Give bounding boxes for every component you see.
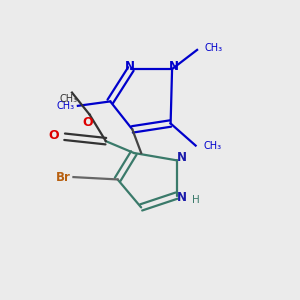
Text: O: O	[49, 129, 59, 142]
Text: CH₃: CH₃	[57, 101, 75, 111]
Text: CH₃: CH₃	[203, 141, 221, 151]
Text: N: N	[177, 152, 187, 164]
Text: CH₃: CH₃	[60, 94, 78, 104]
Text: H: H	[192, 195, 200, 205]
Text: N: N	[124, 60, 134, 73]
Text: O: O	[83, 116, 94, 129]
Text: N: N	[177, 190, 187, 204]
Text: Br: Br	[56, 171, 70, 184]
Text: N: N	[169, 60, 178, 73]
Text: CH₃: CH₃	[205, 44, 223, 53]
